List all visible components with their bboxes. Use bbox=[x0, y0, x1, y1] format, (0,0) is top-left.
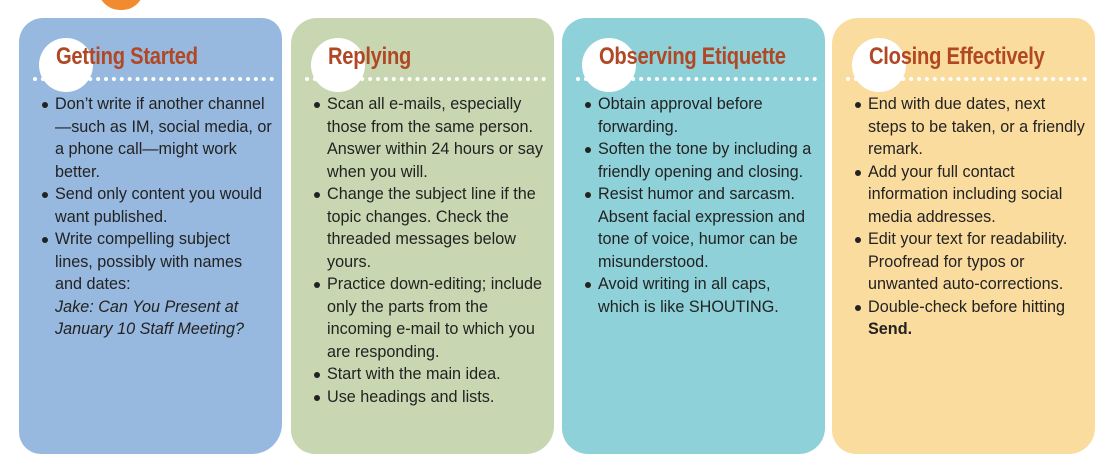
card-observing-etiquette: Observing Etiquette Obtain approval befo… bbox=[562, 18, 825, 454]
item-text: Obtain approval before forwarding. bbox=[598, 95, 763, 136]
list-item: Use headings and lists. bbox=[313, 386, 544, 409]
item-text: Practice down-editing; include only the … bbox=[327, 275, 543, 361]
item-text: Start with the main idea. bbox=[327, 365, 501, 383]
list-item: Practice down-editing; include only the … bbox=[313, 273, 544, 363]
title-circle-shape bbox=[582, 38, 636, 92]
list-item: Scan all e-mails, especially those from … bbox=[313, 93, 544, 183]
list-item: Start with the main idea. bbox=[313, 363, 544, 386]
list-item: End with due dates, next steps to be tak… bbox=[854, 93, 1085, 161]
title-circle-shape bbox=[39, 38, 93, 92]
card-title: Closing Effectively bbox=[869, 43, 1045, 70]
title-circle-shape bbox=[311, 38, 365, 92]
item-text: Scan all e-mails, especially those from … bbox=[327, 95, 543, 181]
bullet-list: Don’t write if another channel—such as I… bbox=[41, 93, 272, 341]
card-title: Replying bbox=[328, 43, 412, 70]
list-item: Edit your text for readability. Proofrea… bbox=[854, 228, 1085, 296]
item-text: Edit your text for readability. Proofrea… bbox=[868, 230, 1068, 293]
list-item: Avoid writing in all caps, which is like… bbox=[584, 273, 815, 318]
bullet-list: End with due dates, next steps to be tak… bbox=[854, 93, 1085, 341]
bullet-list: Obtain approval before forwarding. Softe… bbox=[584, 93, 815, 318]
list-item: Double-check before hitting Send. bbox=[854, 296, 1085, 341]
item-text: Send only content you would want publish… bbox=[55, 185, 262, 226]
dotted-divider bbox=[305, 77, 546, 81]
list-item: Resist humor and sarcasm. Absent facial … bbox=[584, 183, 815, 273]
example-subject-line: Jake: Can You Present at January 10 Staf… bbox=[55, 297, 244, 339]
item-text: End with due dates, next steps to be tak… bbox=[868, 95, 1085, 158]
item-text: Use headings and lists. bbox=[327, 387, 495, 406]
list-item: Write compelling subject lines, possibly… bbox=[41, 228, 272, 341]
list-item: Don’t write if another channel—such as I… bbox=[41, 93, 272, 183]
card-replying: Replying Scan all e-mails, especially th… bbox=[291, 18, 554, 454]
item-text: Don’t write if another channel—such as I… bbox=[55, 95, 272, 181]
item-text: Soften the tone by including a friendly … bbox=[598, 140, 812, 181]
item-text: Change the subject line if the topic cha… bbox=[327, 185, 536, 271]
list-item: Soften the tone by including a friendly … bbox=[584, 138, 815, 183]
orange-accent-shape bbox=[98, 0, 144, 10]
list-item: Change the subject line if the topic cha… bbox=[313, 183, 544, 273]
dotted-divider bbox=[33, 77, 274, 81]
card-getting-started: Getting Started Don’t write if another c… bbox=[19, 18, 282, 454]
card-title: Observing Etiquette bbox=[599, 43, 786, 70]
item-text: Write compelling subject lines, possibly… bbox=[55, 230, 243, 293]
list-item: Obtain approval before forwarding. bbox=[584, 93, 815, 138]
item-text: Avoid writing in all caps, which is like… bbox=[598, 275, 779, 316]
title-circle-shape bbox=[852, 38, 906, 92]
card-title: Getting Started bbox=[56, 43, 198, 70]
item-text: Resist humor and sarcasm. Absent facial … bbox=[598, 185, 805, 271]
item-text: Add your full contact information includ… bbox=[868, 162, 1063, 226]
list-item: Add your full contact information includ… bbox=[854, 161, 1085, 229]
dotted-divider bbox=[576, 77, 817, 81]
dotted-divider bbox=[846, 77, 1087, 81]
card-closing-effectively: Closing Effectively End with due dates, … bbox=[832, 18, 1095, 454]
bullet-list: Scan all e-mails, especially those from … bbox=[313, 93, 544, 408]
list-item: Send only content you would want publish… bbox=[41, 183, 272, 228]
send-emphasis: Send. bbox=[868, 320, 913, 338]
item-text: Double-check before hitting bbox=[868, 297, 1066, 316]
